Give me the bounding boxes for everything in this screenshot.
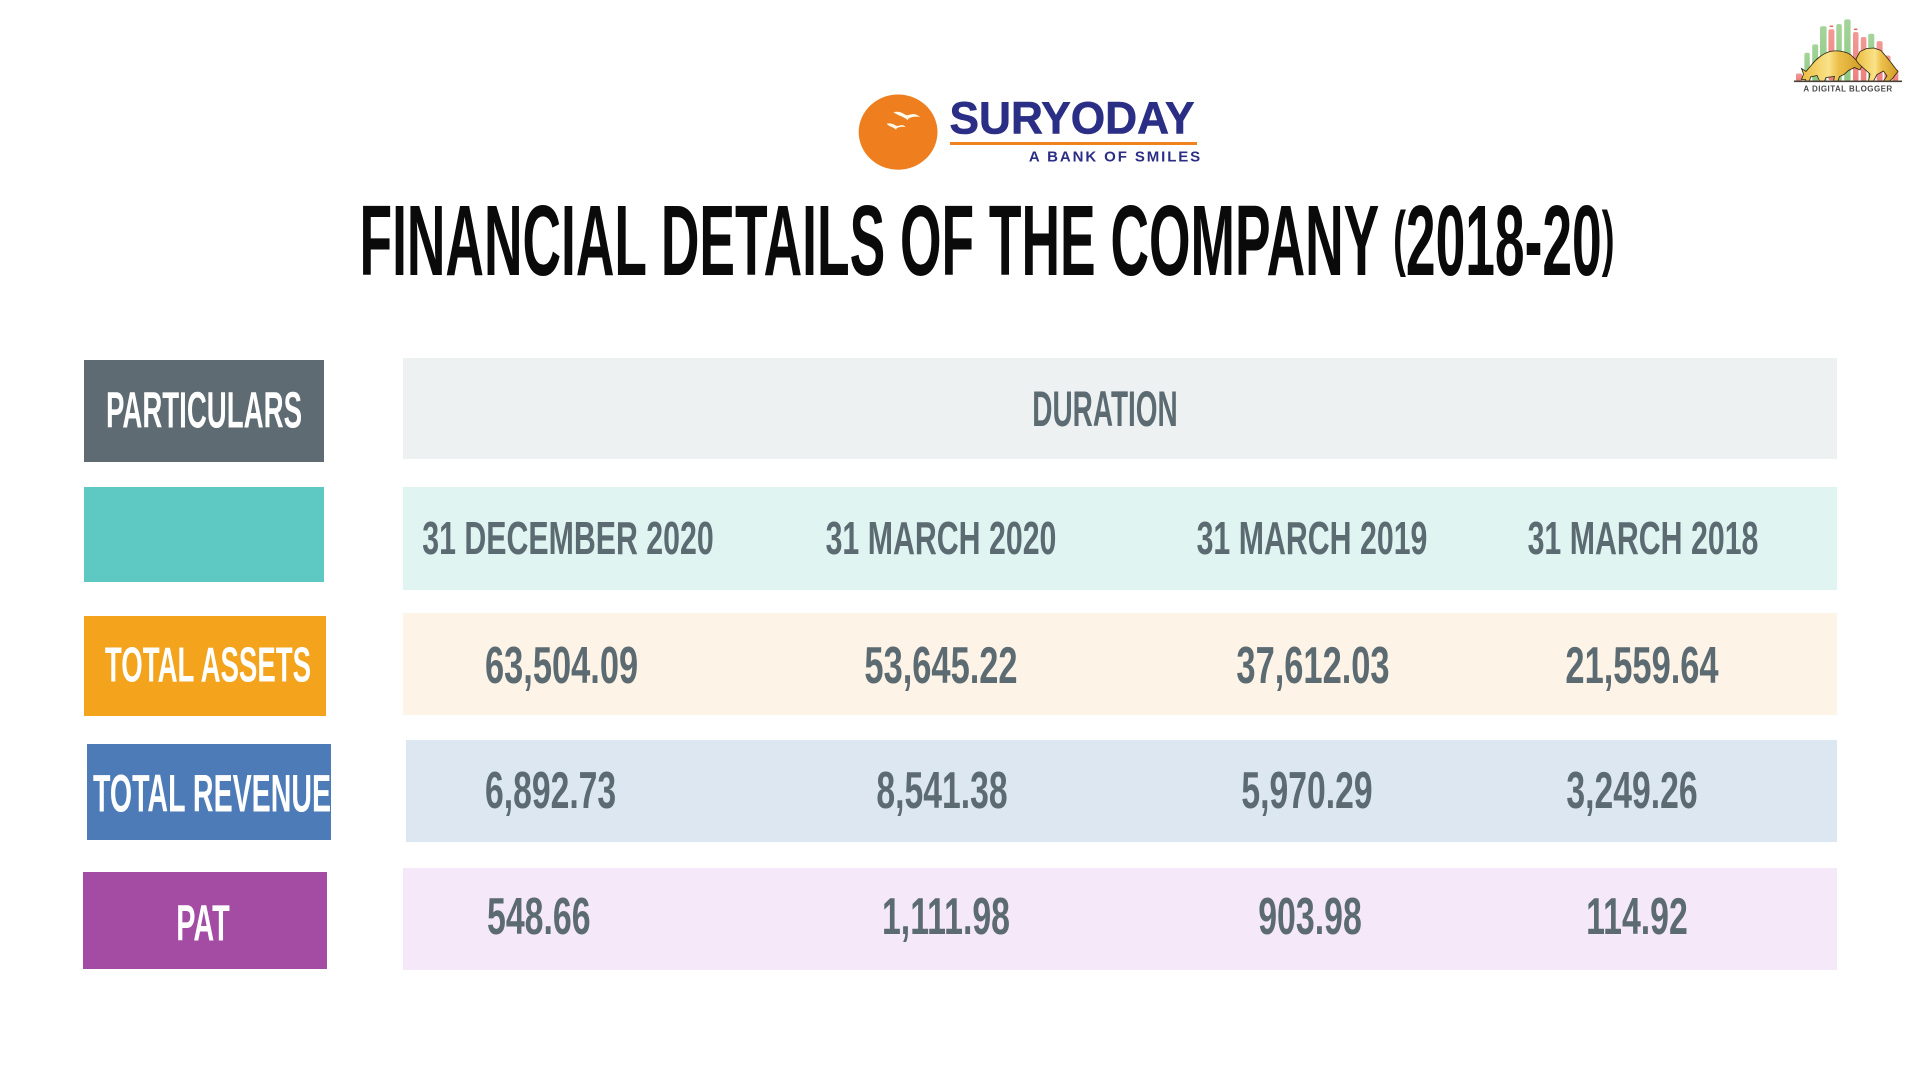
svg-text:A DIGITAL BLOGGER: A DIGITAL BLOGGER — [1803, 85, 1892, 94]
